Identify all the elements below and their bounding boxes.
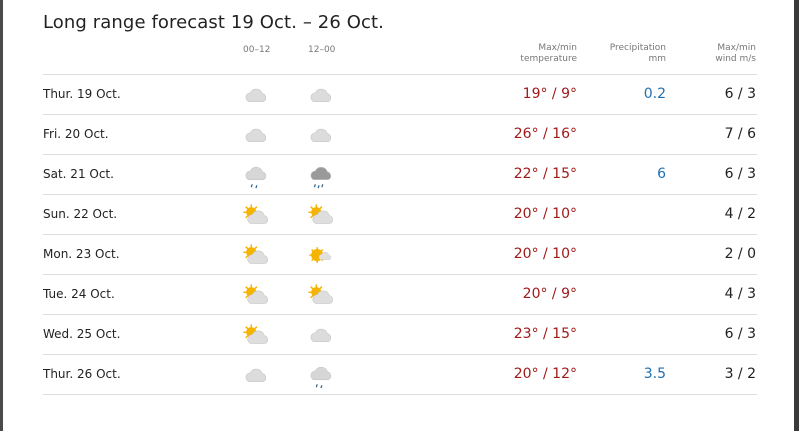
table-row: Thur. 19 Oct. 19° / 9° 0.2 6 / 3 (43, 75, 757, 115)
table-row: Thur. 26 Oct. 20° / 12° 3.5 3 / 2 (43, 355, 757, 395)
cloudy-icon (305, 323, 335, 349)
day-label: Sun. 22 Oct. (43, 207, 118, 221)
cloudy-icon (305, 123, 335, 149)
partly-cloudy-icon (240, 203, 270, 229)
cloudy-icon (240, 123, 270, 149)
rain-icon (305, 163, 335, 189)
wind-value: 6 / 3 (724, 86, 756, 102)
temperature-value: 22° / 15° (513, 166, 577, 182)
partly-cloudy-icon (240, 283, 270, 309)
header-wind-line1: Max/min (717, 43, 756, 53)
day-label: Thur. 19 Oct. (43, 87, 121, 101)
cloudy-icon (305, 83, 335, 109)
table-row: Sat. 21 Oct. 22° / 15° 6 6 / 3 (43, 155, 757, 195)
day-label: Fri. 20 Oct. (43, 127, 109, 141)
window-border-left (0, 0, 3, 431)
window-border-right (794, 0, 799, 431)
day-label: Tue. 24 Oct. (43, 287, 115, 301)
table-row: Fri. 20 Oct. 26° / 16° 7 / 6 (43, 115, 757, 155)
header-temperature-line1: Max/min (538, 43, 577, 53)
temperature-value: 23° / 15° (513, 326, 577, 342)
wind-value: 2 / 0 (724, 246, 756, 262)
wind-value: 3 / 2 (724, 366, 756, 382)
table-row: Tue. 24 Oct. 20° / 9° 4 / 3 (43, 275, 757, 315)
day-label: Wed. 25 Oct. (43, 327, 121, 341)
temperature-value: 20° / 9° (522, 286, 577, 302)
precipitation-value: 3.5 (643, 366, 666, 382)
wind-value: 7 / 6 (724, 126, 756, 142)
header-precipitation-line2: mm (648, 54, 666, 64)
wind-value: 6 / 3 (724, 326, 756, 342)
day-label: Sat. 21 Oct. (43, 167, 114, 181)
header-wind: Max/min wind m/s (715, 43, 756, 65)
partly-cloudy-icon (305, 283, 335, 309)
fair-icon (305, 243, 335, 269)
table-row: Wed. 25 Oct. 23° / 15° 6 / 3 (43, 315, 757, 355)
header-period-2: 12–00 (308, 45, 336, 55)
wind-value: 4 / 2 (724, 206, 756, 222)
header-precipitation: Precipitation mm (610, 43, 666, 65)
temperature-value: 20° / 10° (513, 206, 577, 222)
header-temperature-line2: temperature (520, 54, 577, 64)
precipitation-value: 0.2 (643, 86, 666, 102)
partly-cloudy-icon (240, 243, 270, 269)
partly-cloudy-icon (240, 323, 270, 349)
temperature-value: 20° / 10° (513, 246, 577, 262)
header-precipitation-line1: Precipitation (609, 43, 666, 53)
forecast-table: Thur. 19 Oct. 19° / 9° 0.2 6 / 3 Fri. 20 Oct… (43, 74, 757, 395)
page-title: Long range forecast 19 Oct. – 26 Oct. (43, 12, 384, 33)
cloudy-icon (240, 363, 270, 389)
wind-value: 4 / 3 (724, 286, 756, 302)
table-row: Mon. 23 Oct. 20° / 10° 2 / 0 (43, 235, 757, 275)
header-period-1: 00–12 (243, 45, 271, 55)
temperature-value: 20° / 12° (513, 366, 577, 382)
light-rain-icon (305, 363, 335, 389)
cloudy-icon (240, 83, 270, 109)
header-wind-line2: wind m/s (715, 54, 756, 64)
day-label: Thur. 26 Oct. (43, 367, 121, 381)
wind-value: 6 / 3 (724, 166, 756, 182)
partly-cloudy-icon (305, 203, 335, 229)
light-rain-icon (240, 163, 270, 189)
precipitation-value: 6 (657, 166, 666, 182)
day-label: Mon. 23 Oct. (43, 247, 120, 261)
temperature-value: 26° / 16° (513, 126, 577, 142)
table-row: Sun. 22 Oct. 20° / 10° 4 / 2 (43, 195, 757, 235)
temperature-value: 19° / 9° (522, 86, 577, 102)
header-temperature: Max/min temperature (520, 43, 577, 65)
